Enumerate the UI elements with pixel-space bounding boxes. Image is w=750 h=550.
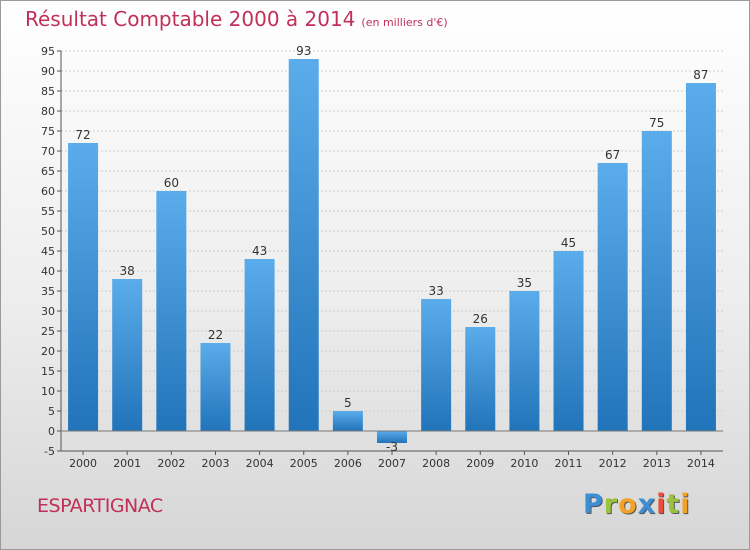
chart-title-text: Résultat Comptable 2000 à 2014	[25, 7, 356, 31]
y-tick-label: 35	[41, 285, 55, 298]
y-tick-label: 55	[41, 205, 55, 218]
logo-letter: o	[618, 489, 638, 520]
bar-2002	[156, 191, 187, 431]
x-tick-label-2008: 2008	[422, 457, 450, 470]
bar-2000	[68, 143, 99, 431]
y-tick-label: 40	[41, 265, 55, 278]
data-label-2011: 45	[561, 236, 576, 250]
y-axis: -5 0 5 10 15 20 25 30 35 40 45 50 55 60 65 70 75 80 85 90 95	[41, 45, 62, 458]
bar-2006	[332, 411, 363, 431]
y-tick-label: 95	[41, 45, 55, 58]
data-label-2013: 75	[649, 116, 664, 130]
data-label-2006: 5	[344, 396, 352, 410]
x-tick-label-2014: 2014	[687, 457, 715, 470]
y-tick-label: 0	[48, 425, 55, 438]
y-tick-label: 75	[41, 125, 55, 138]
chart-subtitle: (en milliers d'€)	[361, 16, 448, 29]
bar-2013	[641, 131, 672, 431]
bar-2011	[553, 251, 584, 431]
x-tick-label-2012: 2012	[599, 457, 627, 470]
bar-2003	[200, 343, 231, 431]
bar-2005	[288, 59, 319, 431]
proxiti-logo: Proxiti	[583, 489, 691, 520]
data-label-2007: -3	[386, 440, 398, 454]
data-label-2012: 67	[605, 148, 620, 162]
x-tick-label-2006: 2006	[334, 457, 362, 470]
y-tick-label: 85	[41, 85, 55, 98]
y-tick-label: 10	[41, 385, 55, 398]
y-tick-label: 70	[41, 145, 55, 158]
y-tick-label: -5	[44, 445, 55, 458]
bar-2008	[421, 299, 452, 431]
y-tick-label: 25	[41, 325, 55, 338]
x-tick-label-2002: 2002	[157, 457, 185, 470]
y-tick-label: 5	[48, 405, 55, 418]
bar-2010	[509, 291, 540, 431]
data-label-2009: 26	[473, 312, 488, 326]
x-tick-label-2011: 2011	[555, 457, 583, 470]
data-label-2001: 38	[120, 264, 135, 278]
data-label-2003: 22	[208, 328, 223, 342]
logo-letter: i	[680, 489, 691, 520]
data-label-2002: 60	[164, 176, 179, 190]
data-label-2005: 93	[296, 44, 311, 58]
x-tick-label-2004: 2004	[246, 457, 274, 470]
bar-2014	[685, 83, 716, 431]
bar-2012	[597, 163, 628, 431]
x-tick-label-2009: 2009	[466, 457, 494, 470]
bars: 72 38 60 22 43 93 5 -3 33 26 35 45 67 75 87	[68, 44, 716, 454]
x-tick-label-2005: 2005	[290, 457, 318, 470]
bar-2009	[465, 327, 496, 431]
bar-2001	[112, 279, 143, 431]
y-tick-label: 15	[41, 365, 55, 378]
y-tick-label: 20	[41, 345, 55, 358]
x-tick-label-2013: 2013	[643, 457, 671, 470]
logo-letter: i	[656, 489, 667, 520]
data-label-2010: 35	[517, 276, 532, 290]
commune-name: ESPARTIGNAC	[37, 495, 163, 517]
logo-letter: x	[637, 489, 657, 520]
y-tick-label: 30	[41, 305, 55, 318]
x-axis: 2000 2001 2002 2003 2004 2005 2006 2007 2008 2009…	[61, 430, 723, 470]
y-tick-label: 60	[41, 185, 55, 198]
x-tick-label-2003: 2003	[201, 457, 229, 470]
logo-letter: t	[666, 489, 681, 520]
y-tick-label: 45	[41, 245, 55, 258]
logo-letter: r	[603, 489, 619, 520]
data-label-2004: 43	[252, 244, 267, 258]
chart-title: Résultat Comptable 2000 à 2014 (en millie…	[25, 7, 448, 31]
x-tick-label-2000: 2000	[69, 457, 97, 470]
bar-2007	[377, 431, 407, 443]
y-tick-label: 50	[41, 225, 55, 238]
y-tick-label: 80	[41, 105, 55, 118]
x-tick-label-2010: 2010	[510, 457, 538, 470]
logo-letter: P	[583, 489, 604, 520]
data-label-2000: 72	[75, 128, 90, 142]
y-tick-label: 90	[41, 65, 55, 78]
x-tick-label-2001: 2001	[113, 457, 141, 470]
y-tick-label: 65	[41, 165, 55, 178]
x-tick-label-2007: 2007	[378, 457, 406, 470]
data-label-2008: 33	[428, 284, 443, 298]
data-label-2014: 87	[693, 68, 708, 82]
bar-2004	[244, 259, 275, 431]
